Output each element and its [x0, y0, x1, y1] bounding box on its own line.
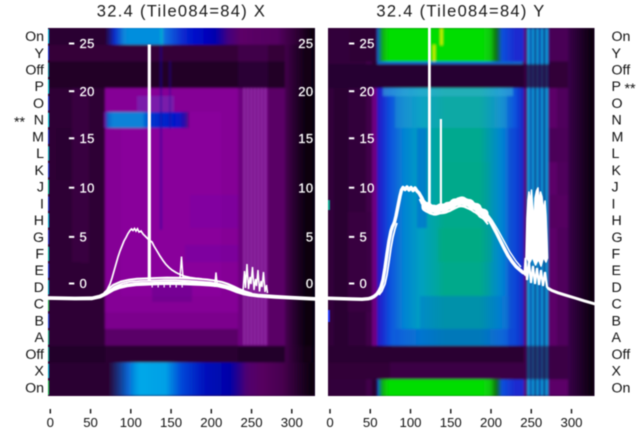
svg-text:Y: Y: [612, 46, 622, 62]
svg-text:Off: Off: [25, 347, 44, 363]
svg-text:10: 10: [360, 180, 375, 195]
svg-text:A: A: [35, 330, 45, 346]
svg-text:150: 150: [160, 415, 182, 430]
svg-text:G: G: [33, 230, 44, 246]
svg-text:**: **: [625, 81, 637, 97]
svg-text:F: F: [612, 247, 621, 263]
svg-text:0: 0: [47, 415, 54, 430]
svg-text:H: H: [34, 213, 44, 229]
svg-text:On: On: [612, 380, 631, 396]
svg-text:A: A: [612, 330, 622, 346]
svg-text:J: J: [37, 180, 44, 196]
svg-text:15: 15: [298, 131, 313, 146]
svg-text:5: 5: [80, 230, 88, 245]
svg-text:N: N: [612, 113, 622, 129]
svg-text:L: L: [612, 146, 620, 162]
svg-text:B: B: [35, 313, 44, 329]
svg-text:G: G: [612, 230, 623, 246]
svg-text:B: B: [612, 313, 621, 329]
svg-text:E: E: [612, 263, 621, 279]
svg-text:300: 300: [281, 415, 303, 430]
svg-text:10: 10: [80, 180, 95, 195]
svg-text:25: 25: [298, 36, 313, 51]
svg-text:32.4 (Tile084=84) X: 32.4 (Tile084=84) X: [97, 3, 266, 21]
svg-text:P: P: [35, 79, 44, 95]
svg-text:15: 15: [360, 131, 375, 146]
svg-text:150: 150: [440, 415, 462, 430]
svg-text:25: 25: [360, 36, 375, 51]
svg-text:C: C: [612, 297, 622, 313]
svg-text:On: On: [25, 380, 44, 396]
svg-text:K: K: [612, 163, 622, 179]
svg-text:250: 250: [241, 415, 263, 430]
svg-text:K: K: [35, 163, 45, 179]
svg-text:50: 50: [83, 415, 98, 430]
svg-text:M: M: [32, 129, 44, 145]
svg-text:**: **: [14, 115, 26, 131]
svg-text:100: 100: [120, 415, 142, 430]
svg-text:X: X: [35, 364, 45, 380]
svg-text:300: 300: [560, 415, 582, 430]
svg-text:E: E: [35, 263, 44, 279]
svg-text:200: 200: [200, 415, 222, 430]
svg-text:Off: Off: [25, 63, 44, 79]
svg-text:Off: Off: [612, 347, 631, 363]
svg-text:0: 0: [360, 276, 368, 291]
svg-text:5: 5: [360, 230, 368, 245]
svg-text:P: P: [612, 79, 621, 95]
svg-text:25: 25: [80, 36, 95, 51]
svg-text:0: 0: [326, 415, 333, 430]
svg-text:20: 20: [298, 84, 313, 99]
svg-text:5: 5: [306, 230, 314, 245]
svg-text:O: O: [33, 96, 44, 112]
svg-text:O: O: [612, 96, 623, 112]
svg-text:J: J: [612, 180, 619, 196]
svg-text:I: I: [40, 196, 44, 212]
svg-text:C: C: [34, 297, 44, 313]
svg-text:0: 0: [306, 276, 314, 291]
svg-text:200: 200: [480, 415, 502, 430]
svg-text:F: F: [35, 247, 44, 263]
svg-text:On: On: [25, 29, 44, 45]
svg-text:15: 15: [80, 131, 95, 146]
svg-text:M: M: [612, 129, 624, 145]
svg-text:D: D: [612, 280, 622, 296]
svg-text:0: 0: [80, 276, 88, 291]
svg-text:250: 250: [520, 415, 542, 430]
svg-text:L: L: [36, 146, 44, 162]
svg-text:32.4 (Tile084=84) Y: 32.4 (Tile084=84) Y: [376, 3, 545, 21]
svg-text:H: H: [612, 213, 622, 229]
svg-text:D: D: [34, 280, 44, 296]
svg-text:X: X: [612, 364, 622, 380]
svg-text:10: 10: [298, 180, 313, 195]
svg-text:20: 20: [80, 84, 95, 99]
svg-text:I: I: [612, 196, 616, 212]
svg-text:Off: Off: [612, 63, 631, 79]
svg-text:Y: Y: [35, 46, 45, 62]
svg-text:On: On: [612, 29, 631, 45]
svg-text:50: 50: [363, 415, 378, 430]
svg-text:20: 20: [360, 84, 375, 99]
svg-text:100: 100: [399, 415, 421, 430]
svg-text:N: N: [34, 113, 44, 129]
